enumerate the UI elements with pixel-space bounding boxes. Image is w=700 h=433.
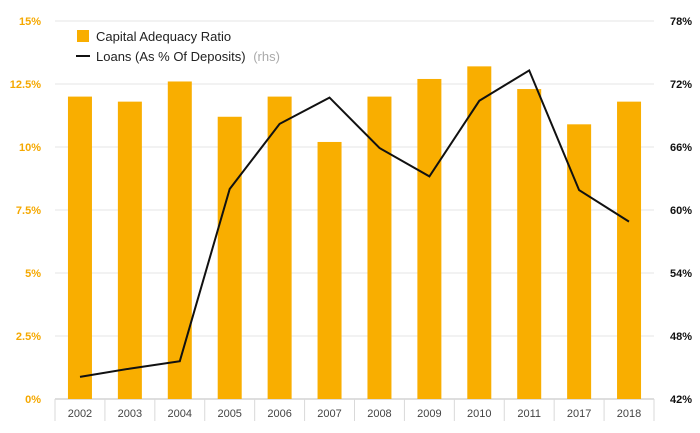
x-tick-label: 2018 (617, 408, 641, 420)
right-tick-label: 42% (670, 394, 692, 406)
legend: Capital Adequacy Ratio Loans (As % Of De… (76, 29, 280, 64)
right-tick-label: 54% (670, 268, 692, 280)
legend-line-suffix: (rhs) (253, 49, 280, 64)
bar-2007 (317, 141, 342, 399)
x-tick-label: 2003 (118, 408, 142, 420)
bar-2005 (217, 116, 242, 399)
left-tick-label: 0% (25, 394, 41, 406)
x-tick-label: 2010 (467, 408, 491, 420)
bar-series (67, 66, 642, 400)
bar-2006 (267, 96, 292, 399)
left-tick-label: 7.5% (16, 205, 41, 217)
bar-2010 (467, 66, 492, 400)
right-tick-label: 60% (670, 205, 692, 217)
right-tick-label: 66% (670, 142, 692, 154)
left-tick-label: 12.5% (10, 79, 41, 91)
bar-2002 (67, 96, 92, 399)
legend-line-label: Loans (As % Of Deposits) (96, 49, 246, 64)
x-tick-label: 2006 (267, 408, 291, 420)
right-tick-label: 78% (670, 16, 692, 28)
x-tick-label: 2002 (68, 408, 92, 420)
bar-2018 (617, 101, 642, 399)
x-axis: 2002 2003 2004 2005 2006 2007 2008 2009 2010 2011… (54, 399, 655, 421)
right-tick-label: 72% (670, 79, 692, 91)
svg-text:Loans (As % Of Deposits): Loans (As % Of Deposits) (rhs) (96, 49, 280, 64)
x-tick-label: 2007 (317, 408, 341, 420)
bar-2017 (567, 124, 592, 399)
left-axis: 0% 2.5% 5% 7.5% 10% 12.5% 15% (10, 16, 41, 406)
left-tick-label: 10% (19, 142, 41, 154)
legend-bar-swatch (77, 30, 89, 42)
x-tick-label: 2004 (168, 408, 192, 420)
x-tick-label: 2005 (217, 408, 241, 420)
bar-2009 (417, 78, 442, 400)
bar-2011 (517, 89, 542, 399)
x-tick-label: 2009 (417, 408, 441, 420)
x-tick-label: 2017 (567, 408, 591, 420)
legend-bar-label: Capital Adequacy Ratio (96, 29, 231, 44)
bar-2004 (167, 81, 192, 399)
left-tick-label: 2.5% (16, 331, 41, 343)
bar-2008 (367, 96, 392, 399)
x-tick-label: 2008 (367, 408, 391, 420)
right-tick-label: 48% (670, 331, 692, 343)
left-tick-label: 15% (19, 16, 41, 28)
bar-2003 (117, 101, 142, 399)
x-tick-label: 2011 (517, 408, 541, 420)
left-tick-label: 5% (25, 268, 41, 280)
gridlines (55, 20, 654, 400)
right-axis: 42% 48% 54% 60% 66% 72% 78% (670, 16, 692, 406)
line-series (79, 68, 630, 378)
